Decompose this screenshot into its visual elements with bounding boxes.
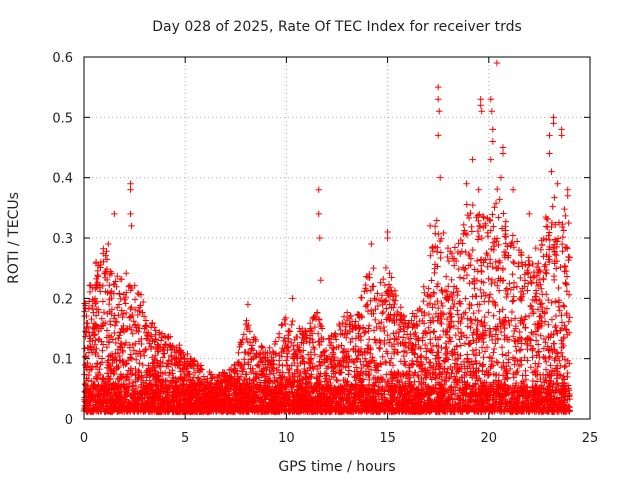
chart-container: 051015202500.10.20.30.40.50.6 Day 028 of…	[0, 0, 640, 480]
roti-scatter-chart: 051015202500.10.20.30.40.50.6 Day 028 of…	[0, 0, 640, 480]
